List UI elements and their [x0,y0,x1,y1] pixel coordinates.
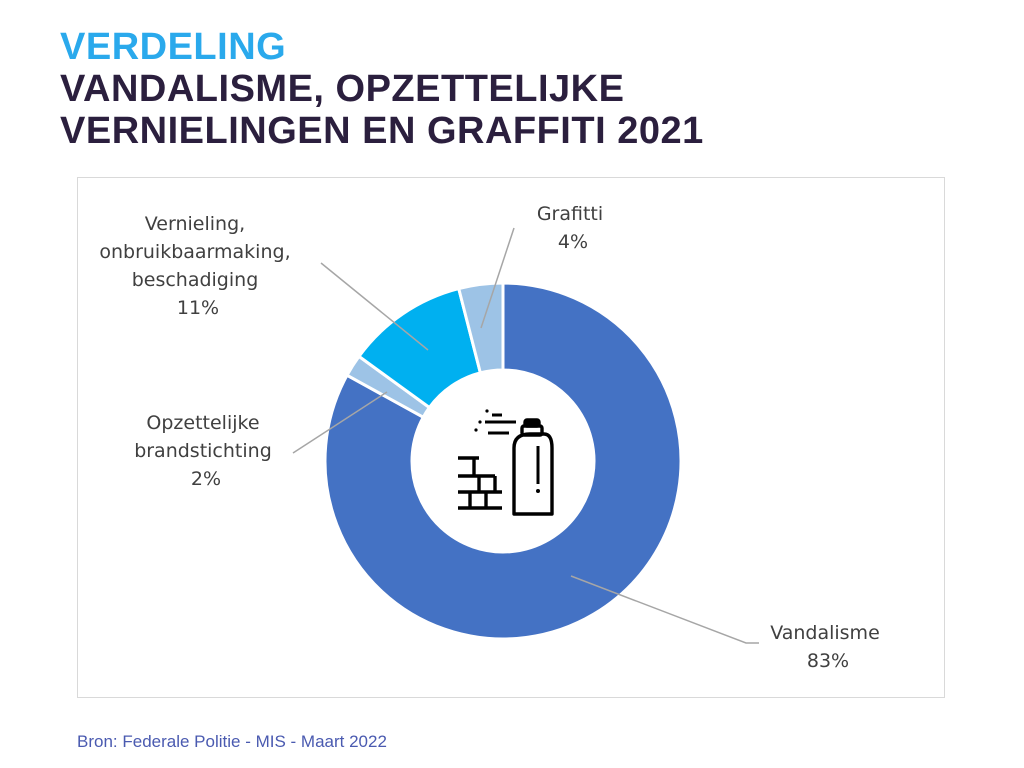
leader-line-brand [292,391,388,454]
label-brand-line1: Opzettelijke [146,412,259,434]
title-line-1: VERDELING [60,26,287,68]
label-vernieling-line3: beschadiging [132,269,259,291]
donut-chart: Grafitti 4% Vernieling, onbruikbaarmakin… [99,203,886,672]
leader-line-vernieling [320,262,429,351]
leader-line-vandalisme [570,575,759,644]
label-brand: Opzettelijke brandstichting 2% [134,412,278,490]
label-grafitti-name: Grafitti [537,203,603,225]
leader-line-grafitti [480,227,515,329]
slices-group [323,281,683,641]
label-grafitti-value: 4% [558,231,588,253]
source-note: Bron: Federale Politie - MIS - Maart 202… [77,732,387,751]
label-vernieling: Vernieling, onbruikbaarmaking, beschadig… [99,213,296,319]
label-vernieling-value: 11% [177,297,219,319]
label-brand-line2: brandstichting [134,440,272,462]
title-line-3: VERNIELINGEN EN GRAFFITI 2021 [60,110,704,152]
label-vernieling-line2: onbruikbaarmaking, [99,241,290,263]
title-line-2: VANDALISME, OPZETTELIJKE [60,68,625,110]
label-grafitti: Grafitti 4% [537,203,609,253]
spray-paint-icon [458,409,554,516]
label-vandalisme-value: 83% [807,650,849,672]
slice-vandalisme [323,281,683,641]
label-brand-value: 2% [191,468,221,490]
label-vandalisme-name: Vandalisme [770,622,880,644]
label-vernieling-line1: Vernieling, [145,213,245,235]
chart-frame: Grafitti 4% Vernieling, onbruikbaarmakin… [77,177,945,698]
label-vandalisme: Vandalisme 83% [770,622,886,672]
